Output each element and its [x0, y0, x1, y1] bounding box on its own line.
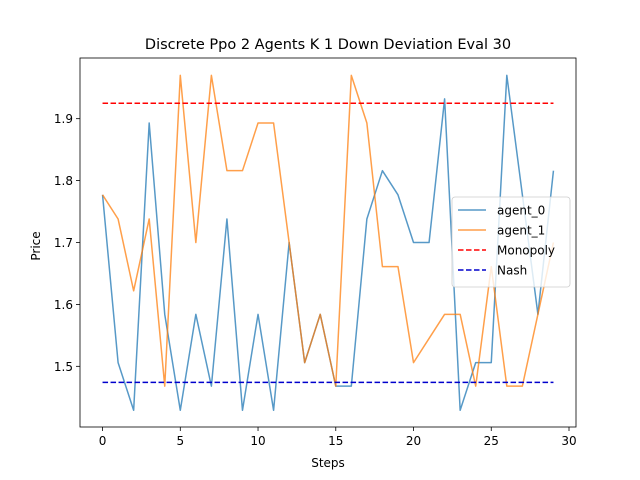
x-tick-label: 20 [406, 434, 421, 448]
x-tick-label: 5 [176, 434, 184, 448]
y-tick-label: 1.5 [54, 360, 73, 374]
x-tick-label: 15 [328, 434, 343, 448]
x-tick-label: 30 [561, 434, 576, 448]
x-tick-label: 0 [99, 434, 107, 448]
y-tick-label: 1.6 [54, 298, 73, 312]
x-tick-label: 10 [250, 434, 265, 448]
y-tick-label: 1.8 [54, 174, 73, 188]
legend-label-nash: Nash [497, 264, 527, 278]
y-tick-label: 1.9 [54, 112, 73, 126]
legend: agent_0 agent_1 Monopoly Nash [451, 196, 571, 288]
legend-label-monopoly: Monopoly [497, 244, 555, 258]
chart-title: Discrete Ppo 2 Agents K 1 Down Deviation… [145, 37, 511, 53]
y-tick-label: 1.7 [54, 236, 73, 250]
y-axis-title: Price [29, 231, 43, 260]
legend-label-agent-0: agent_0 [497, 204, 545, 218]
legend-label-agent-1: agent_1 [497, 224, 545, 238]
x-tick-label: 25 [484, 434, 499, 448]
legend-box [451, 196, 571, 288]
plot-area: 0 5 10 15 20 25 30 1.5 1.6 1.7 1.8 1.9 [54, 57, 577, 448]
x-axis-title: Steps [311, 456, 345, 470]
series-line-agent-1 [101, 74, 555, 387]
